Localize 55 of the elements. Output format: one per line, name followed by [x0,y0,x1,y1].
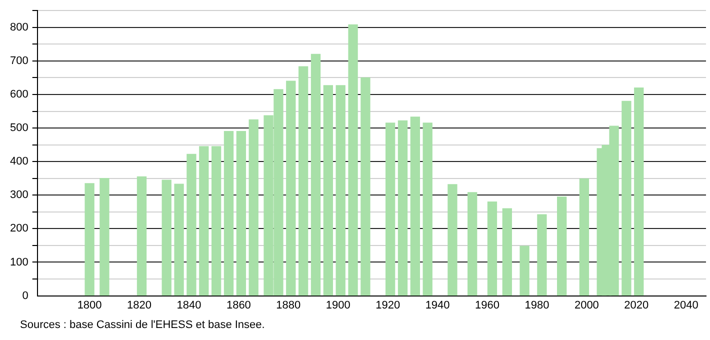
y-tick-label: 100 [10,256,28,268]
bar [579,178,590,296]
source-note: Sources : base Cassini de l'EHESS et base Insee. [20,319,265,331]
bar [174,184,184,296]
x-tick-label: 1860 [226,299,251,312]
bar [537,214,547,296]
bar [502,208,512,296]
x-tick-label: 2020 [624,299,649,312]
bar [448,184,458,296]
bar [224,131,234,296]
bar [162,180,172,296]
bar [236,131,246,296]
bar [385,122,396,296]
x-tick-label: 1880 [276,299,301,312]
y-tick-label: 400 [10,156,28,168]
bar [248,119,258,296]
bar [84,183,94,296]
x-tick-label: 2040 [674,299,698,312]
bar [100,178,110,296]
bar [186,154,196,296]
y-tick-label: 500 [10,122,28,134]
y-tick-label: 600 [10,88,28,101]
x-tick-label: 1900 [326,299,350,312]
x-tick-label: 1820 [127,299,152,312]
bar [298,66,308,296]
bar [622,100,632,296]
bar [323,85,334,296]
bar [422,122,432,296]
bar [211,146,222,296]
bar [487,202,498,296]
bar [348,24,358,296]
x-tick-label: 1800 [77,299,102,312]
bar [410,116,420,296]
y-tick-label: 700 [10,54,28,67]
x-tick-label: 1940 [425,299,450,312]
bar [136,176,147,296]
bar [634,87,644,296]
x-tick-label: 1980 [524,299,550,312]
y-tick-label: 800 [10,21,28,34]
bar [557,196,567,296]
x-tick-label: 2000 [574,299,599,312]
bar [199,146,209,296]
x-tick-label: 1920 [376,299,400,312]
bar [360,77,370,296]
y-tick-label: 300 [10,189,28,202]
bar [310,54,321,296]
y-tick-label: 0 [22,290,28,302]
bar [468,192,478,296]
bar [520,246,530,296]
x-tick-label: 1960 [475,299,500,312]
bar [398,120,408,296]
y-tick-label: 200 [10,222,28,235]
bar [286,80,296,296]
bar [336,85,346,296]
x-tick-label: 1840 [176,299,202,312]
